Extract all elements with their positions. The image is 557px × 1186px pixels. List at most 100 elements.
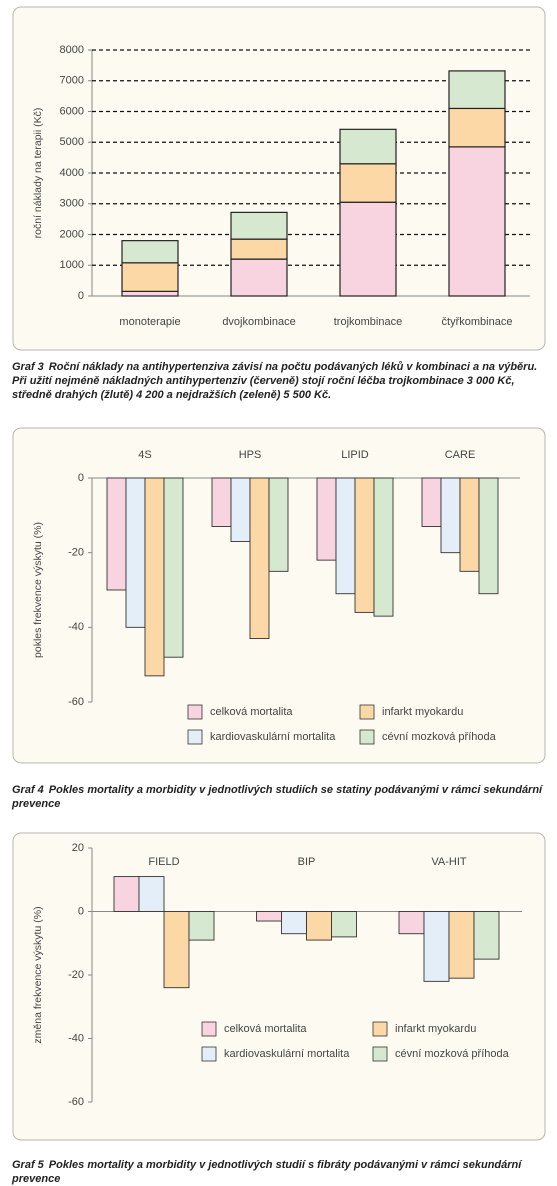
caption-label: Graf 4	[12, 784, 44, 796]
y-tick-label: 8000	[60, 44, 84, 56]
bar	[423, 911, 450, 982]
bar	[144, 477, 165, 677]
caption: Graf 4 Pokles mortality a morbidity v jed…	[12, 783, 547, 811]
bar-segment	[230, 211, 288, 240]
y-tick-label: 20	[72, 842, 84, 854]
y-tick-label: -20	[68, 969, 84, 981]
bar	[331, 911, 357, 938]
bar	[230, 477, 251, 542]
bar	[306, 911, 332, 941]
x-tick-label: dvojkombinace	[222, 316, 295, 328]
legend-label: cévní mozková příhoda	[395, 1048, 510, 1060]
bar	[125, 477, 146, 628]
bar	[421, 477, 442, 527]
y-tick-label: 2000	[60, 228, 84, 240]
bar	[249, 477, 270, 639]
x-tick-label: monoterapie	[119, 316, 180, 328]
legend-label: infarkt myokardu	[395, 1023, 476, 1035]
y-tick-label: -60	[68, 696, 84, 708]
y-tick-label: -40	[68, 1032, 84, 1044]
bar	[163, 477, 184, 658]
legend-swatch	[372, 1021, 388, 1037]
bar	[316, 477, 337, 561]
caption-text: Pokles mortality a morbidity v jednotliv…	[12, 1159, 522, 1185]
legend-swatch	[372, 1046, 388, 1062]
bar-segment	[448, 107, 506, 148]
legend-label: infarkt myokardu	[382, 706, 463, 718]
x-tick-label: trojkombinace	[334, 316, 402, 328]
y-tick-label: 5000	[60, 136, 84, 148]
bar-segment	[230, 258, 288, 297]
caption: Graf 5 Pokles mortality a morbidity v jed…	[12, 1158, 547, 1186]
bar-segment	[339, 163, 397, 203]
bar	[440, 477, 461, 554]
legend-swatch	[187, 729, 203, 745]
y-tick-label: -20	[68, 547, 84, 559]
y-tick-label: 7000	[60, 75, 84, 87]
caption-text: Pokles mortality a morbidity v jednotliv…	[12, 784, 543, 810]
legend-label: cévní mozková příhoda	[382, 731, 497, 743]
y-tick-label: -40	[68, 621, 84, 633]
legend-label: kardiovaskulární mortalita	[224, 1048, 350, 1060]
caption-label: Graf 5	[12, 1159, 44, 1171]
x-tick-label: VA-HIT	[431, 856, 467, 868]
bar	[268, 477, 289, 572]
x-tick-label: FIELD	[148, 856, 179, 868]
bar	[138, 876, 165, 912]
x-tick-label: čtyřkombinace	[442, 316, 513, 328]
bar	[373, 477, 394, 617]
bar-segment	[339, 201, 397, 297]
y-tick-label: 4000	[60, 167, 84, 179]
legend-swatch	[359, 704, 375, 720]
bar-segment	[121, 290, 179, 297]
caption: Graf 3 Roční náklady na antihypertenziva …	[12, 360, 547, 402]
y-tick-label: -60	[68, 1096, 84, 1108]
bar-segment	[121, 240, 179, 264]
y-tick-label: 0	[78, 905, 84, 917]
bar	[113, 876, 140, 912]
y-tick-label: 1000	[60, 259, 84, 271]
y-tick-label: 3000	[60, 198, 84, 210]
bar	[354, 477, 375, 613]
caption-text: Roční náklady na antihypertenziva závisí…	[12, 361, 538, 401]
bar	[256, 911, 282, 922]
legend-swatch	[187, 704, 203, 720]
legend-label: celková mortalita	[210, 706, 293, 718]
bar	[281, 911, 307, 935]
bar	[211, 477, 232, 527]
bar	[459, 477, 480, 572]
bar	[478, 477, 499, 595]
x-tick-label: BIP	[298, 856, 316, 868]
legend-swatch	[359, 729, 375, 745]
panel	[12, 832, 546, 1141]
bar	[188, 911, 215, 941]
bar	[163, 911, 190, 989]
x-tick-label: CARE	[445, 449, 476, 461]
x-tick-label: LIPID	[341, 449, 369, 461]
legend-swatch	[201, 1046, 217, 1062]
legend-swatch	[201, 1021, 217, 1037]
y-axis-label: pokles frekvence výskytu (%)	[32, 522, 44, 658]
x-tick-label: 4S	[138, 449, 151, 461]
legend-label: kardiovaskulární mortalita	[210, 731, 336, 743]
y-tick-label: 0	[78, 472, 84, 484]
y-axis-label: roční náklady na terapii (Kč)	[32, 108, 44, 239]
bar-segment	[448, 70, 506, 110]
caption-label: Graf 3	[12, 361, 44, 373]
bar	[106, 477, 127, 591]
bar-segment	[448, 146, 506, 297]
y-tick-label: 6000	[60, 105, 84, 117]
x-tick-label: HPS	[239, 449, 262, 461]
legend-label: celková mortalita	[224, 1023, 307, 1035]
bar	[398, 911, 425, 935]
bar-segment	[121, 262, 179, 292]
bar-segment	[339, 128, 397, 165]
y-axis-label: změna frekvence výskytu (%)	[32, 906, 44, 1043]
bar-segment	[230, 238, 288, 260]
y-tick-label: 0	[78, 290, 84, 302]
bar	[448, 911, 475, 979]
bar	[335, 477, 356, 595]
bar	[473, 911, 500, 960]
